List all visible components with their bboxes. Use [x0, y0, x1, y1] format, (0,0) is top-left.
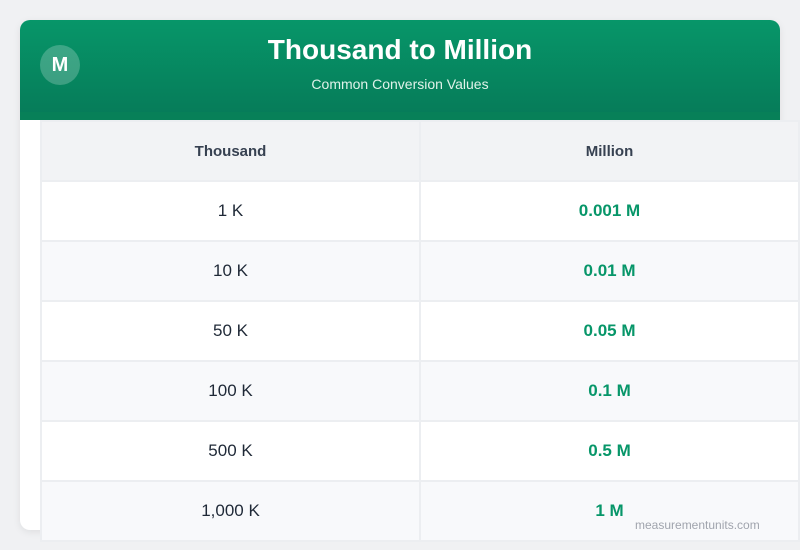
table-row: 100 K 0.1 M: [39, 360, 800, 422]
column-header-million: Million: [419, 120, 800, 182]
million-cell: 0.1 M: [419, 360, 800, 422]
column-header-thousand: Thousand: [39, 120, 422, 182]
header-stripe: [20, 112, 780, 120]
page-title: Thousand to Million: [267, 34, 533, 65]
million-cell: 1 M: [419, 480, 800, 542]
thousand-cell: 1,000 K: [39, 480, 422, 542]
table-header-row: Thousand Million: [39, 120, 800, 182]
thousand-cell: 500 K: [39, 420, 422, 482]
page-subtitle: Common Conversion Values: [311, 76, 489, 92]
thousand-cell: 50 K: [39, 300, 422, 362]
thousand-cell: 10 K: [39, 240, 422, 302]
million-cell: 0.05 M: [419, 300, 800, 362]
conversion-table: Thousand Million 1 K 0.001 M 10 K 0.01 M 50 …: [39, 120, 800, 542]
million-cell: 0.001 M: [419, 180, 800, 242]
header: M Thousand to Million Common Conversion …: [20, 20, 780, 120]
table-row: 500 K 0.5 M: [39, 420, 800, 482]
table-row: 10 K 0.01 M: [39, 240, 800, 302]
logo-icon: M: [40, 45, 80, 85]
million-cell: 0.01 M: [419, 240, 800, 302]
million-cell: 0.5 M: [419, 420, 800, 482]
watermark: measurementunits.com: [635, 518, 760, 532]
thousand-cell: 100 K: [39, 360, 422, 422]
table-row: 50 K 0.05 M: [39, 300, 800, 362]
thousand-cell: 1 K: [39, 180, 422, 242]
table-row: 1 K 0.001 M: [39, 180, 800, 242]
